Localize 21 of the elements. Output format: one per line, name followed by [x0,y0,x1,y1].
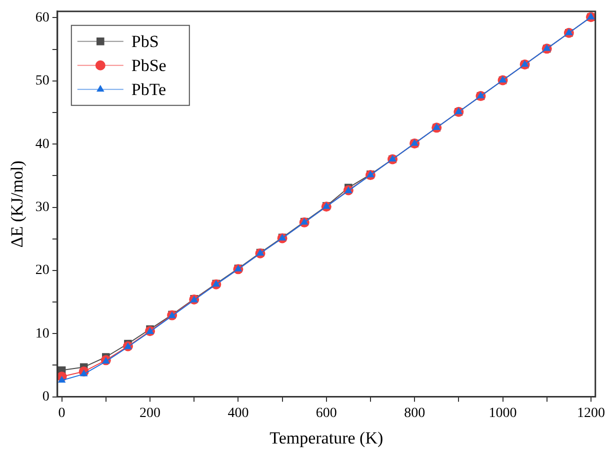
point [80,370,88,376]
x-tick-label: 800 [404,406,426,421]
x-tick-label: 1000 [488,406,517,421]
x-tick-label: 0 [58,406,66,421]
x-tick-label: 200 [140,406,160,421]
y-tick-label: 50 [35,74,50,89]
y-tick-label: 0 [42,389,50,404]
x-tick-label: 600 [316,406,337,421]
y-tick-label: 40 [35,136,50,152]
y-axis-title: ΔE (KJ/mol) [8,160,27,248]
y-tick-label: 20 [35,263,50,278]
legend-label: PbS [131,32,159,51]
x-tick-label: 400 [228,406,249,421]
y-tick-label: 60 [35,10,50,26]
y-tick-label: 10 [35,326,50,342]
legend-label: PbTe [131,80,166,99]
x-axis-title: Temperature (K) [270,428,384,448]
point [58,376,66,383]
legend-label: PbSe [131,56,166,75]
y-tick-label: 30 [35,200,50,215]
x-tick-label: 1200 [576,406,605,421]
